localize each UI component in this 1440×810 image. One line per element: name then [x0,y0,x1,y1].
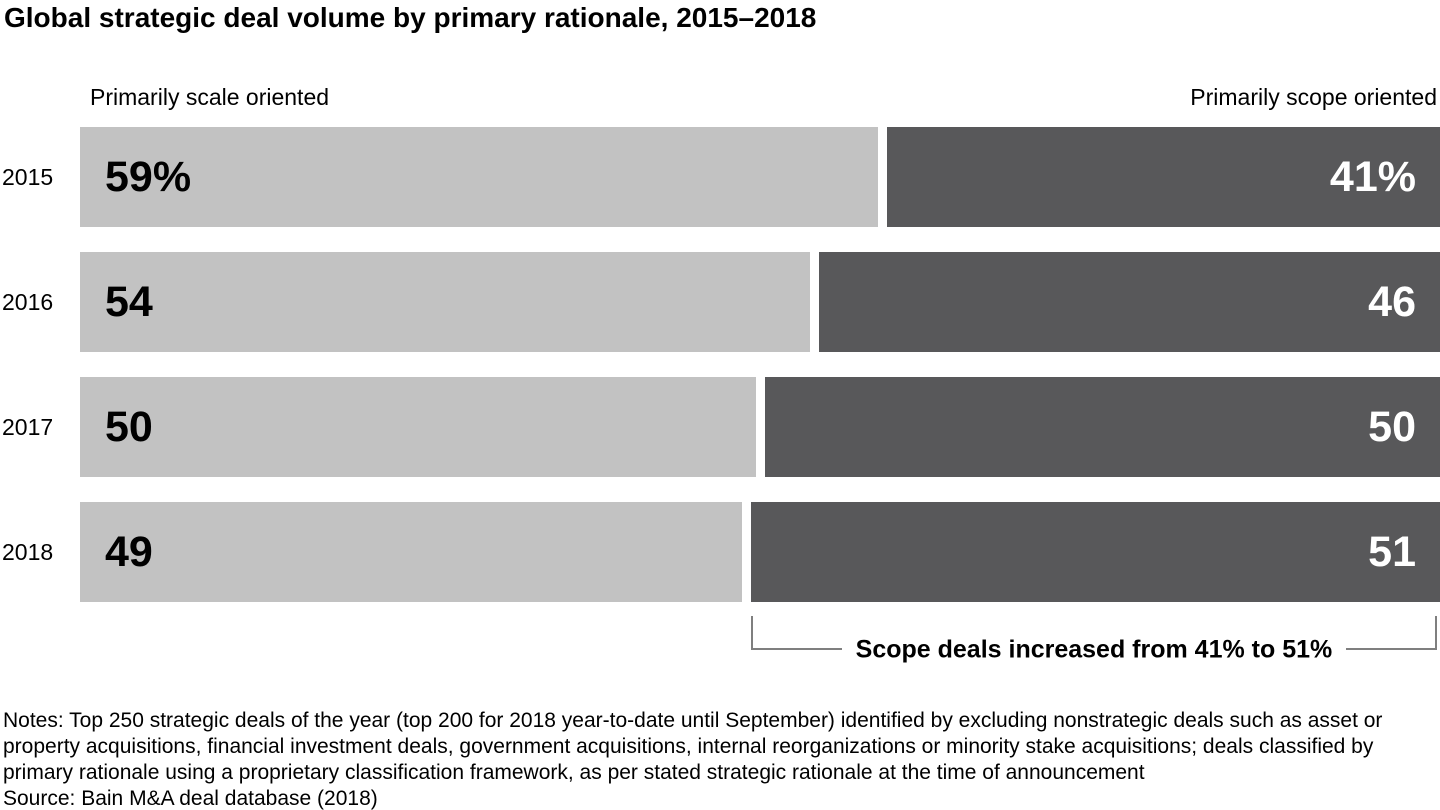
bar-segment-scale: 49 [80,502,742,602]
legend-row: Primarily scale oriented Primarily scope… [0,84,1437,111]
annotation-text: Scope deals increased from 41% to 51% [855,635,1333,664]
bar-value-label-scope: 50 [1368,402,1416,451]
bar-segment-scope: 46 [818,252,1440,352]
legend-scope-label: Primarily scope oriented [1190,84,1437,110]
bar-value-label-scope: 46 [1368,277,1416,326]
bar-value-label-scope: 41% [1329,152,1416,201]
bar-value-label-scope: 51 [1368,527,1416,576]
bar-value-label-scale: 49 [105,527,153,576]
year-label: 2015 [2,163,54,190]
chart-row: 2018 49 51 [0,502,1440,602]
stacked-bar: 59% 41% [80,127,1440,227]
year-label: 2016 [2,288,54,315]
bar-segment-scope: 41% [886,127,1440,227]
chart-title: Global strategic deal volume by primary … [4,2,817,33]
bar-segment-scale: 59% [80,127,878,227]
legend-scale-label: Primarily scale oriented [90,84,330,110]
chart-rows: 2015 59% 41% 2016 54 46 2017 50 50 2018 49 51 [0,127,1440,627]
bar-segment-scale: 50 [80,377,756,477]
chart-row: 2016 54 46 [0,252,1440,352]
chart-row: 2015 59% 41% [0,127,1440,227]
source-text: Source: Bain M&A deal database (2018) [3,787,378,810]
year-label: 2017 [2,413,54,440]
bracket-left-line [750,616,842,650]
stacked-bar: 50 50 [80,377,1440,477]
bar-segment-scope: 51 [750,502,1440,602]
stacked-bar: 49 51 [80,502,1440,602]
bar-value-label-scale: 59% [105,152,192,201]
bar-value-label-scale: 50 [105,402,153,451]
bar-segment-scale: 54 [80,252,810,352]
bar-value-label-scale: 54 [105,277,153,326]
bar-segment-scope: 50 [764,377,1440,477]
annotation-bracket: Scope deals increased from 41% to 51% [750,616,1438,664]
footer: Notes: Top 250 strategic deals of the ye… [3,708,1437,810]
notes-text: Notes: Top 250 strategic deals of the ye… [3,709,1383,784]
chart-row: 2017 50 50 [0,377,1440,477]
bracket-right-line [1346,616,1438,650]
stacked-bar: 54 46 [80,252,1440,352]
year-label: 2018 [2,538,54,565]
